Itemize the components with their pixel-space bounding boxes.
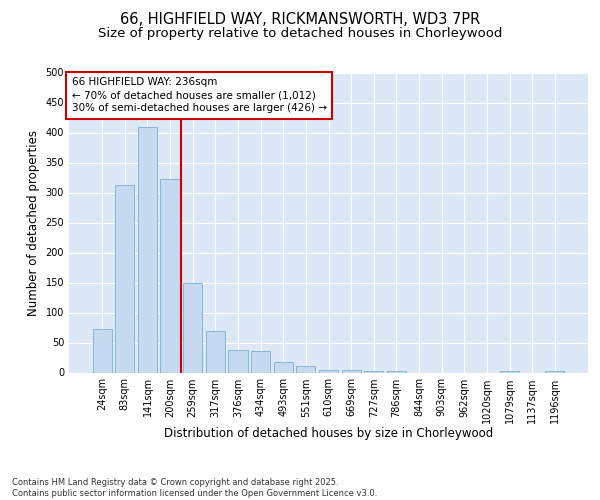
Text: 66, HIGHFIELD WAY, RICKMANSWORTH, WD3 7PR: 66, HIGHFIELD WAY, RICKMANSWORTH, WD3 7P… bbox=[120, 12, 480, 28]
Bar bbox=[183, 282, 202, 372]
Bar bbox=[206, 330, 225, 372]
Bar bbox=[319, 370, 338, 372]
Bar bbox=[341, 370, 361, 372]
Text: Contains HM Land Registry data © Crown copyright and database right 2025.
Contai: Contains HM Land Registry data © Crown c… bbox=[12, 478, 377, 498]
Bar bbox=[92, 330, 112, 372]
Y-axis label: Number of detached properties: Number of detached properties bbox=[27, 130, 40, 316]
Text: 66 HIGHFIELD WAY: 236sqm
← 70% of detached houses are smaller (1,012)
30% of sem: 66 HIGHFIELD WAY: 236sqm ← 70% of detach… bbox=[71, 77, 326, 114]
X-axis label: Distribution of detached houses by size in Chorleywood: Distribution of detached houses by size … bbox=[164, 427, 493, 440]
Bar bbox=[251, 351, 270, 372]
Bar bbox=[160, 178, 180, 372]
Bar bbox=[115, 186, 134, 372]
Bar bbox=[274, 362, 293, 372]
Bar bbox=[138, 126, 157, 372]
Bar bbox=[229, 350, 248, 372]
Text: Size of property relative to detached houses in Chorleywood: Size of property relative to detached ho… bbox=[98, 28, 502, 40]
Bar bbox=[296, 366, 316, 372]
Bar bbox=[364, 370, 383, 372]
